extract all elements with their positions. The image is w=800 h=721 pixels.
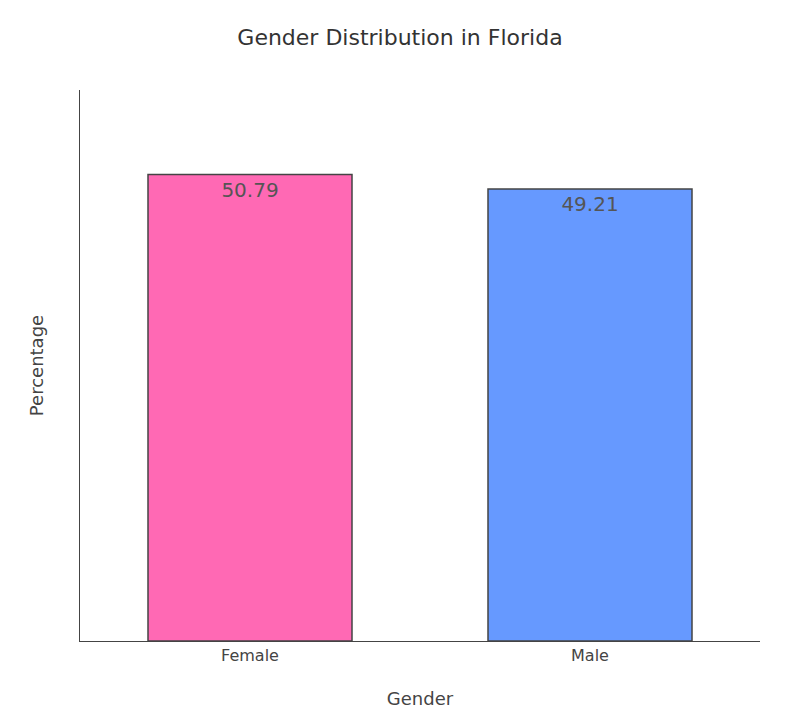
svg-text:Female: Female bbox=[221, 646, 279, 665]
svg-text:Male: Male bbox=[571, 646, 609, 665]
svg-text:Percentage: Percentage bbox=[26, 315, 47, 416]
svg-text:Gender: Gender bbox=[387, 688, 454, 709]
svg-text:50.79: 50.79 bbox=[221, 178, 278, 202]
svg-text:49.21: 49.21 bbox=[561, 192, 618, 216]
svg-text:Gender Distribution in Florida: Gender Distribution in Florida bbox=[237, 25, 562, 50]
